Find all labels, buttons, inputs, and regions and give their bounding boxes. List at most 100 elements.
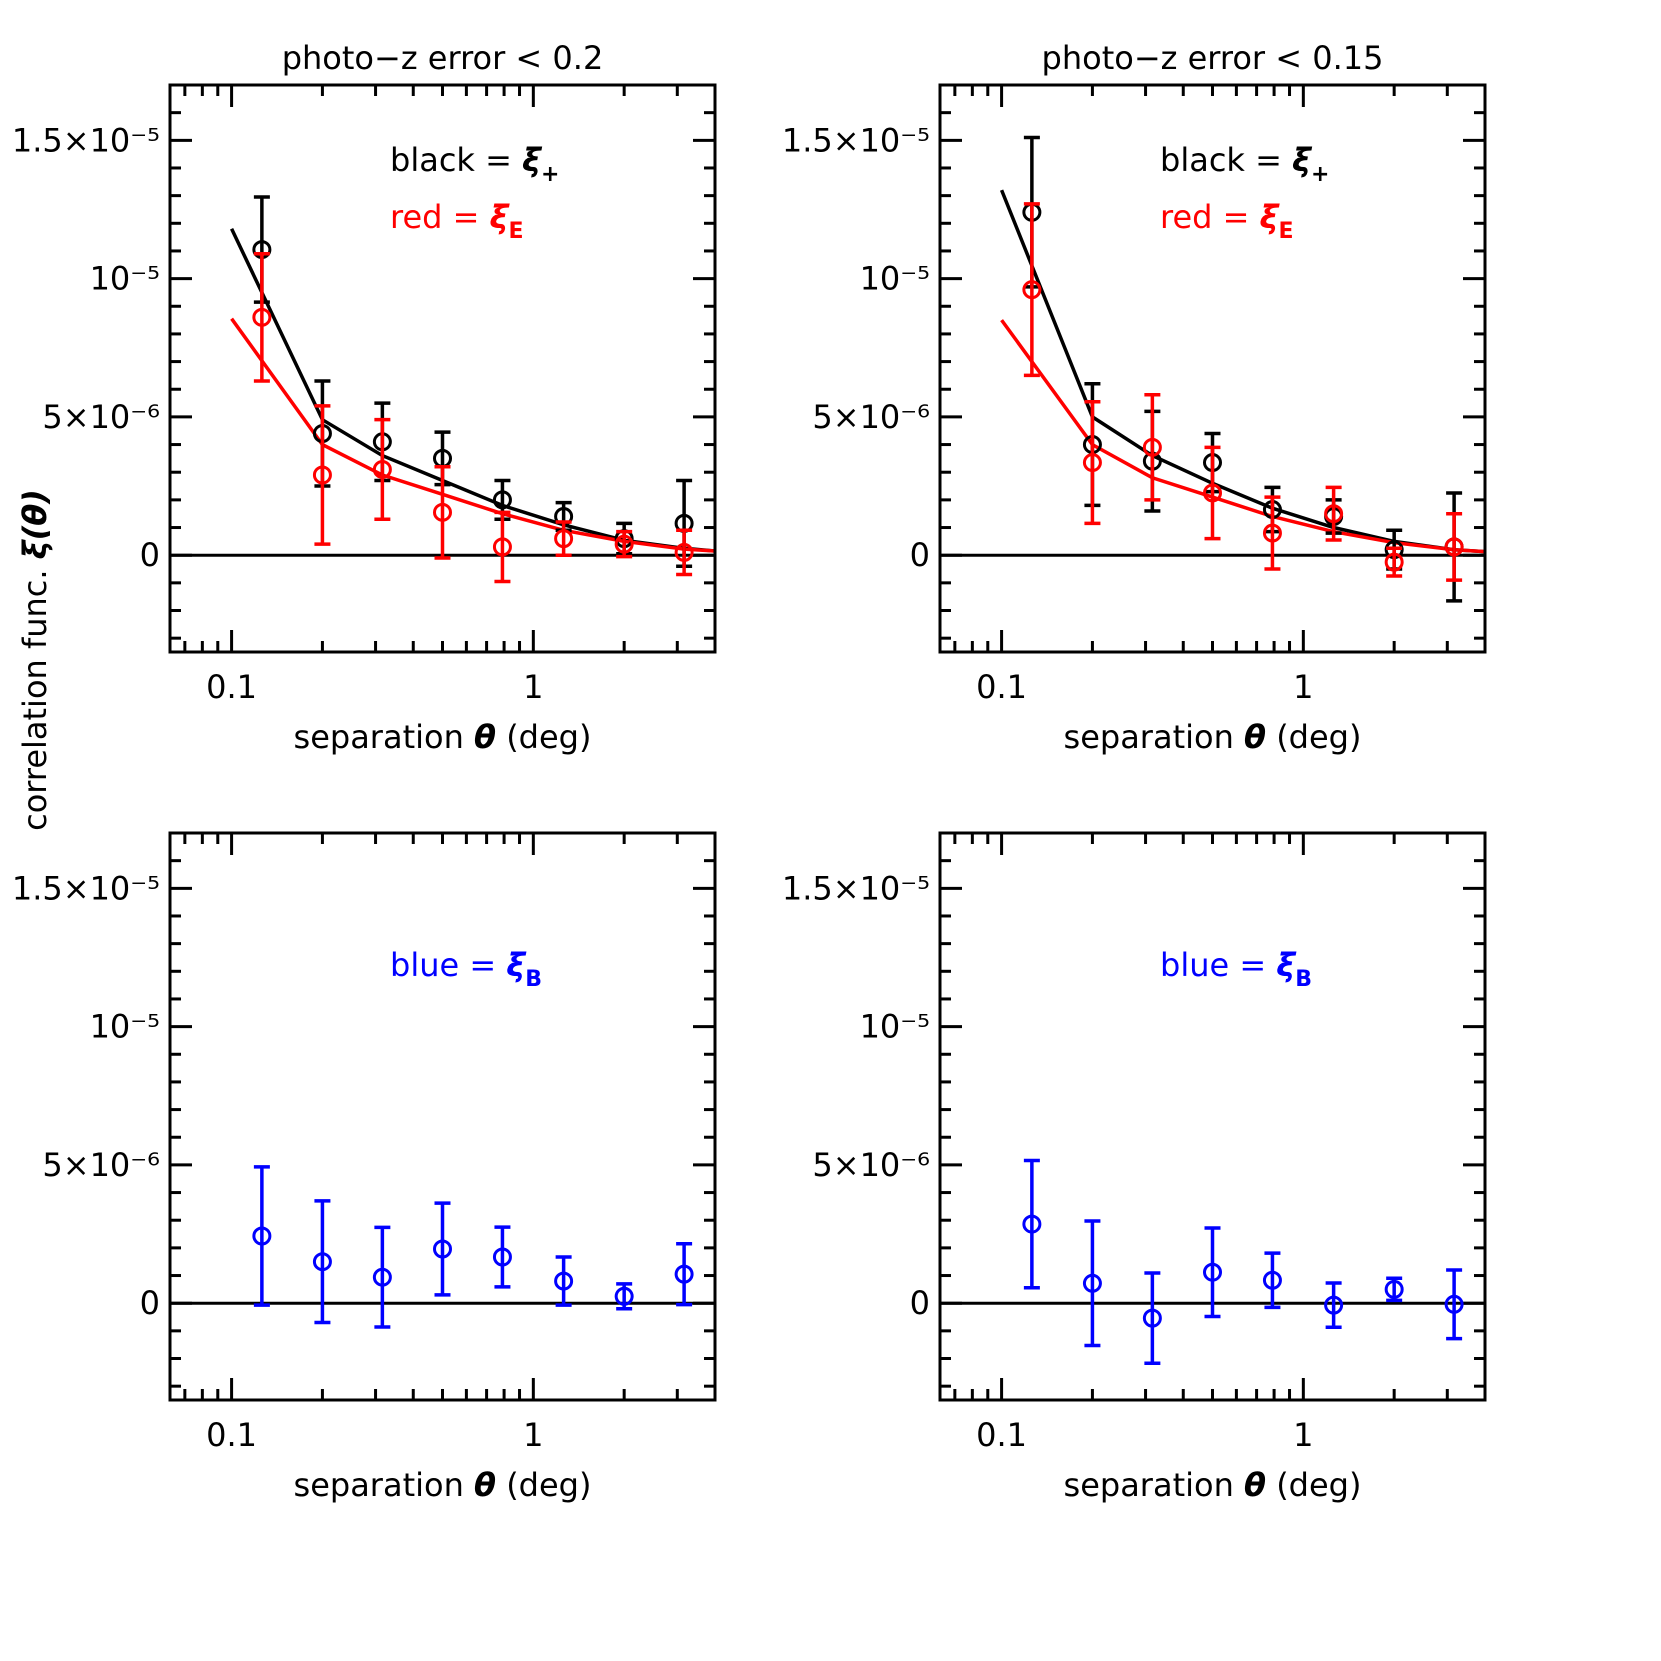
panel: 0.1 1 0 5×10⁻⁶ 10⁻⁵ 1.5×10⁻⁵ separation θ (deg… [12,831,717,1504]
plot-frame [168,83,717,654]
plot-frame [938,831,1487,1402]
error-bar [1023,202,1040,378]
error-bar [1084,1219,1101,1348]
annotation-subscript: + [541,162,559,187]
annotation-subscript: B [1295,967,1312,992]
annotation: red = ξE [390,198,524,244]
annotation-symbol: ξ [490,198,511,236]
x-axis-label-symbol: θ [474,718,496,756]
y-tick-label: 10⁻⁵ [90,260,160,298]
data-point [433,1239,452,1259]
error-bar [1446,1268,1463,1341]
x-axis-label-text: separation [294,718,475,756]
data-point [554,529,574,549]
panel: photo−z error < 0.2 0.1 1 0 5×10⁻⁶ 10⁻⁵ 1.5×10… [12,39,717,756]
data-point [492,537,512,557]
data-point [312,465,332,485]
annotation-text: blue = [390,946,506,984]
y-tick-label: 5×10⁻⁶ [42,1146,160,1184]
annotation-symbol: ξ [1276,946,1297,984]
y-tick-label: 1.5×10⁻⁵ [12,869,160,907]
error-bar [1264,1251,1281,1310]
x-axis-label-symbol: θ [474,1466,496,1504]
x-axis-label-unit: (deg) [496,1466,591,1504]
error-bar [1204,445,1221,541]
annotation: black = ξ+ [1160,141,1329,187]
error-bar [1144,393,1161,502]
x-tick-label: 1 [1293,1416,1313,1454]
error-bar [1446,511,1463,582]
data-point [252,1226,272,1246]
panel-title: photo−z error < 0.2 [282,39,604,77]
error-bar [374,417,391,521]
plot-frame [938,83,1487,654]
error-bar [434,1201,451,1297]
data-point [1444,1294,1464,1314]
data-point [433,502,452,522]
error-bar [1325,485,1342,542]
annotation-symbol: ξ [506,946,527,984]
annotation: blue = ξB [390,946,542,992]
error-bar [676,528,693,577]
x-axis-label-text: separation [1064,718,1245,756]
error-bar [1264,495,1281,571]
x-tick-label: 0.1 [206,668,257,706]
data-point [1324,504,1344,524]
data-point [492,1247,512,1267]
panel: photo−z error < 0.15 0.1 1 0 5×10⁻⁶ 10⁻⁵ 1.5×1… [782,39,1487,756]
data-point [1022,280,1042,300]
error-bar [434,464,451,560]
x-tick-label: 1 [523,668,543,706]
error-bar [494,510,511,584]
x-axis-label: separation θ (deg) [1064,1466,1362,1504]
error-bar [314,1199,331,1325]
annotation-symbol: ξ [522,141,543,179]
annotation: black = ξ+ [390,141,559,187]
data-point [1082,1273,1102,1293]
y-tick-label: 0 [910,1284,930,1322]
error-bar [253,251,270,383]
data-point [1142,437,1162,457]
data-point [312,1252,332,1272]
error-bar [1084,399,1101,526]
y-tick-label: 10⁻⁵ [90,1008,160,1046]
data-point [1444,537,1464,557]
data-point [1324,1295,1344,1315]
data-point [1384,1279,1404,1299]
panel: 0.1 1 0 5×10⁻⁶ 10⁻⁵ 1.5×10⁻⁵ separation θ (deg… [782,831,1487,1504]
x-axis-label: separation θ (deg) [1064,718,1362,756]
annotation-subscript: B [525,967,542,992]
x-axis-label-symbol: θ [1244,1466,1266,1504]
data-point [614,534,634,554]
data-point [554,1271,574,1291]
annotation: red = ξE [1160,198,1294,244]
y-tick-label: 5×10⁻⁶ [812,1146,930,1184]
data-point [1022,1214,1042,1234]
data-point [1203,1262,1222,1282]
x-axis-label-unit: (deg) [496,718,591,756]
x-axis-label-symbol: θ [1244,718,1266,756]
y-tick-label: 10⁻⁵ [860,260,930,298]
annotation-subscript: E [509,219,524,244]
data-point [372,459,392,479]
data-point [1082,453,1102,473]
error-bar [494,1225,511,1289]
error-bar [314,404,331,546]
data-point [492,490,512,510]
error-bar [676,1241,693,1307]
error-bar [253,1165,270,1307]
annotation-text: black = [390,141,522,179]
y-tick-label: 5×10⁻⁶ [42,398,160,436]
data-point [1262,1270,1282,1290]
x-axis-label: separation θ (deg) [294,1466,592,1504]
error-bar [555,1255,572,1307]
x-axis-label-text: separation [294,1466,475,1504]
annotation-symbol: ξ [1292,141,1313,179]
x-axis-label-unit: (deg) [1266,1466,1361,1504]
y-tick-label: 1.5×10⁻⁵ [782,121,930,159]
error-bar [555,520,572,557]
y-tick-label: 0 [140,1284,160,1322]
x-axis-label-unit: (deg) [1266,718,1361,756]
y-axis-label: correlation func. ξ(θ) [16,489,54,831]
